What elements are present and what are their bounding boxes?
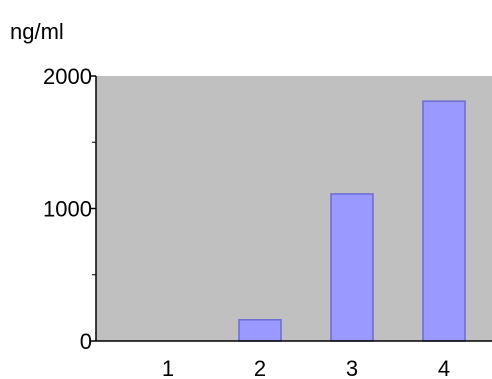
- y-tick-label: 0: [80, 329, 92, 354]
- x-tick-label: 3: [346, 356, 358, 379]
- x-tick-label: 1: [162, 356, 174, 379]
- bar-4: [422, 100, 466, 342]
- y-ticks-group: 0 1000 2000: [43, 64, 96, 354]
- y-tick-label: 2000: [43, 64, 92, 89]
- y-axis-unit-label: ng/ml: [10, 19, 64, 44]
- bars-group: [238, 100, 466, 342]
- x-ticks-group: 1 2 3 4: [162, 356, 450, 379]
- bar-2: [238, 319, 282, 342]
- x-tick-label: 4: [438, 356, 450, 379]
- x-tick-label: 2: [254, 356, 266, 379]
- y-tick-label: 1000: [43, 197, 92, 222]
- bar-3: [330, 193, 374, 342]
